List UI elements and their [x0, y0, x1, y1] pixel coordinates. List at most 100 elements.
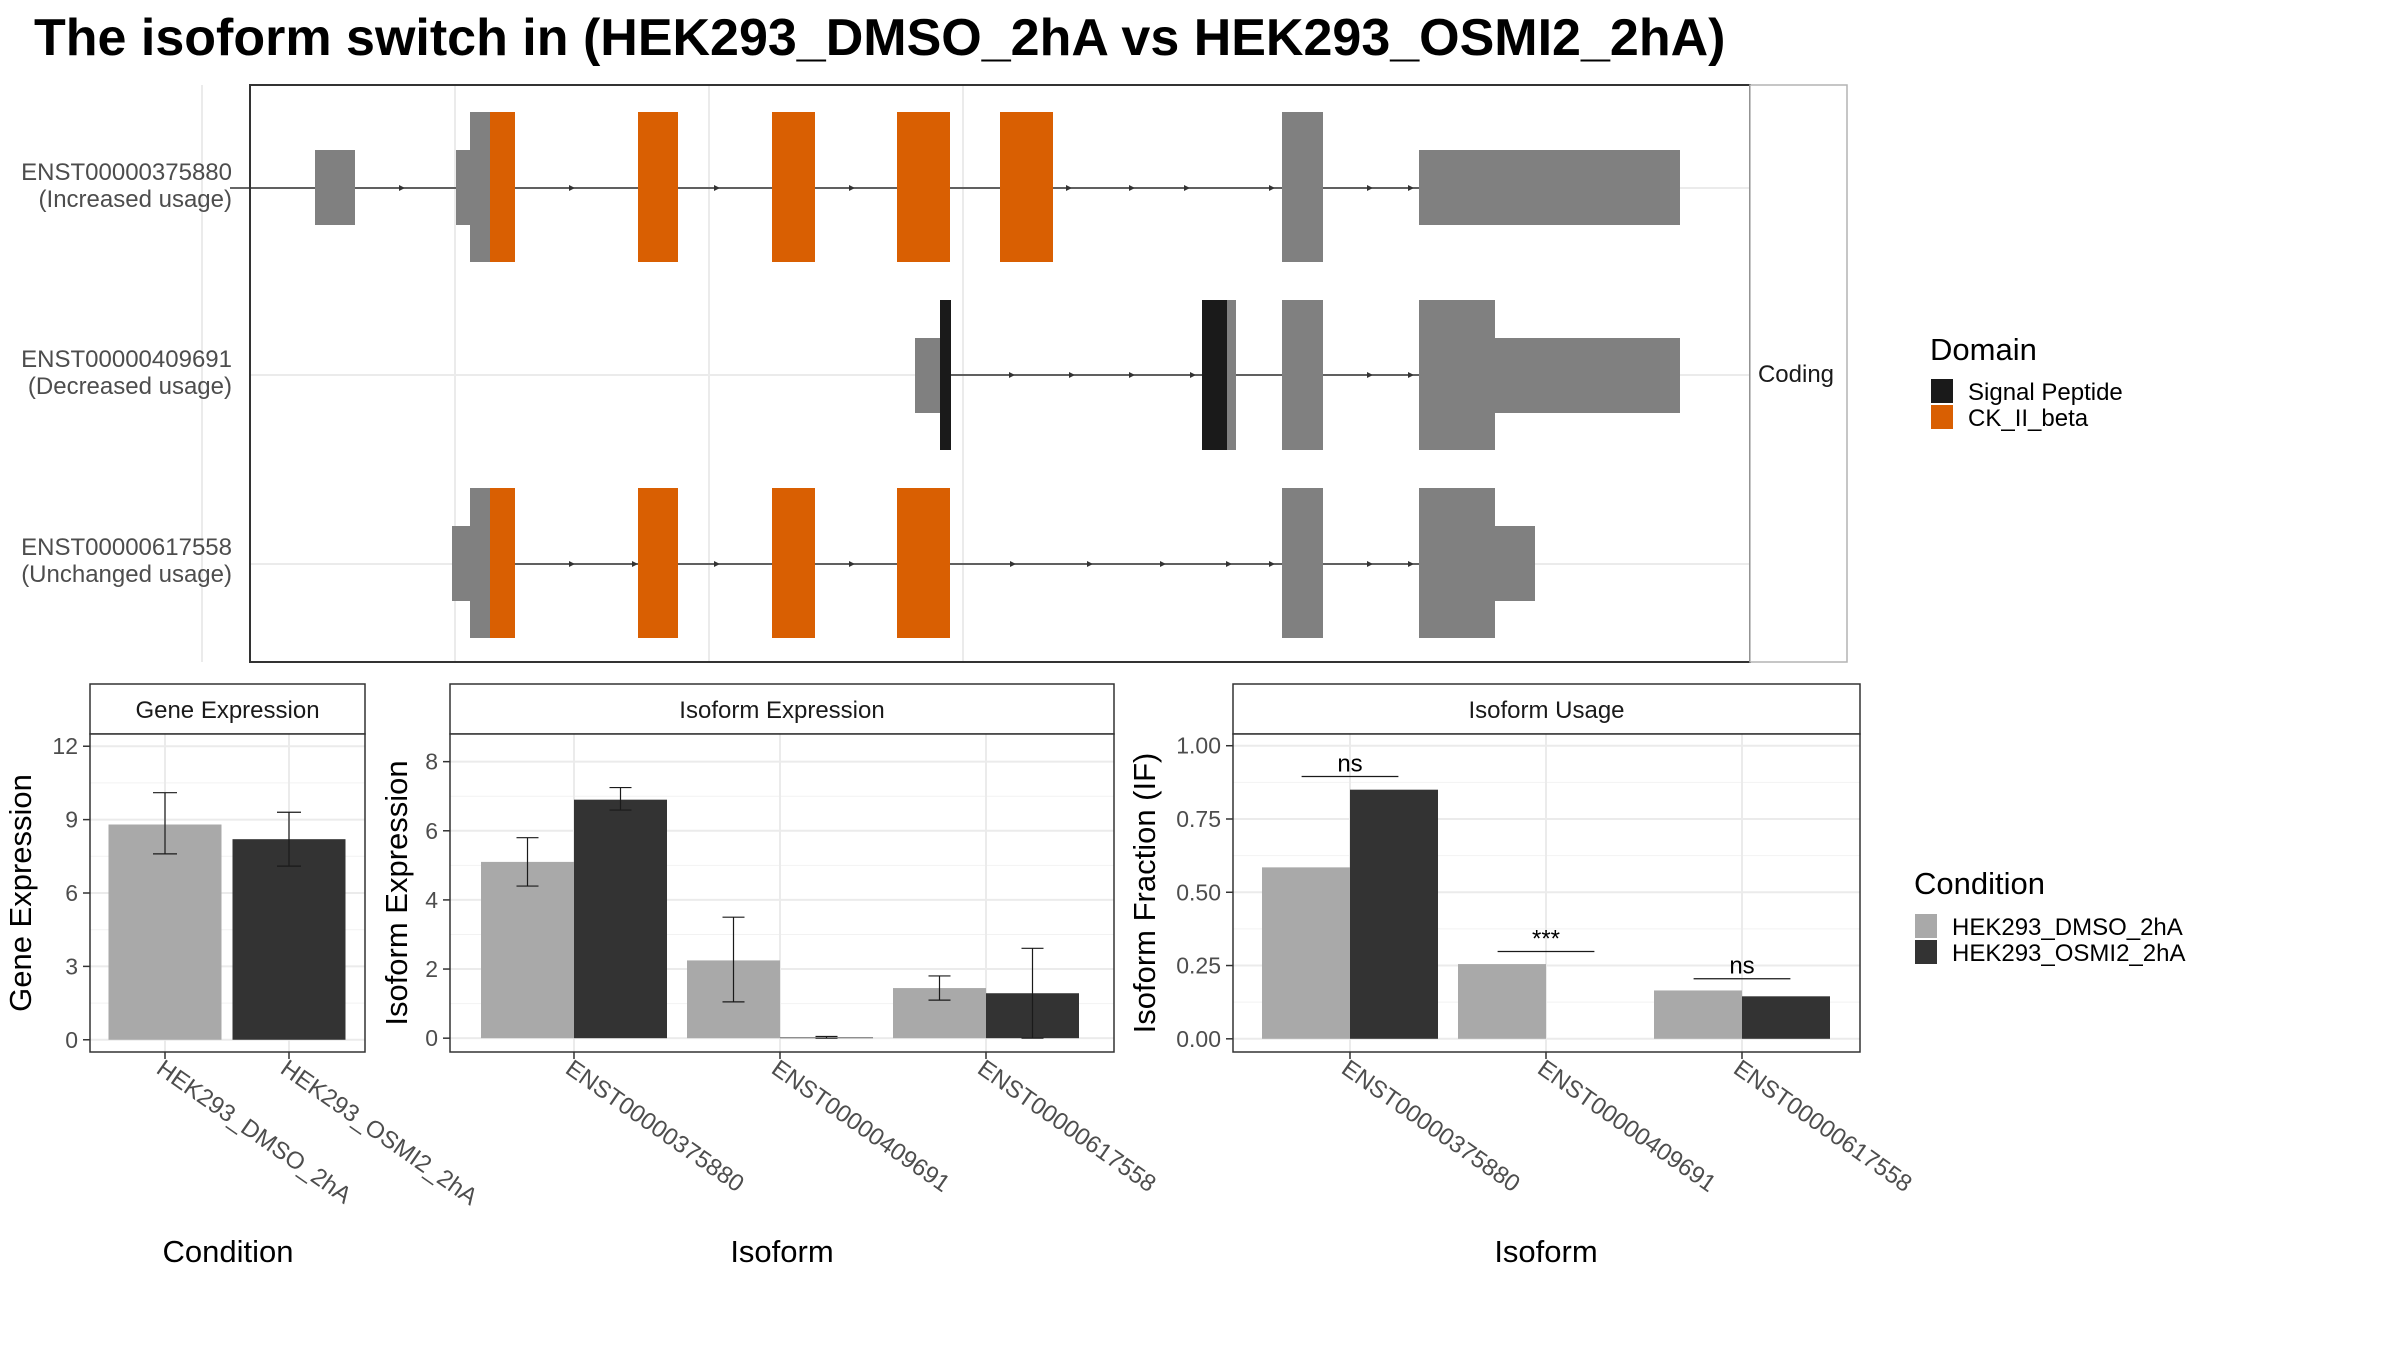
strip-title: Isoform Usage [1468, 697, 1624, 724]
y-tick-label: 2 [425, 956, 438, 982]
y-tick-label: 3 [65, 953, 78, 979]
bar [1262, 867, 1350, 1039]
ck-ii-beta-domain [638, 488, 678, 638]
y-axis-title: Isoform Fraction (IF) [1127, 753, 1162, 1034]
x-tick-label: ENST00000617558 [1729, 1055, 1917, 1198]
transcript-usage-label: (Unchanged usage) [21, 561, 232, 588]
intron-arrow [1408, 561, 1414, 567]
ck-ii-beta-domain [490, 112, 515, 262]
y-axis-title: Isoform Expression [379, 760, 414, 1025]
x-axis-ticks: ENST00000375880 ENST00000409691 ENST000006… [561, 1052, 1161, 1198]
legend-key-dmso [1915, 914, 1937, 938]
y-tick-label: 6 [65, 880, 78, 906]
x-axis-title: Isoform [1494, 1234, 1597, 1269]
strip-title: Gene Expression [135, 697, 319, 724]
intron-arrow [399, 185, 405, 191]
exon-block [315, 150, 355, 225]
bar [1350, 789, 1438, 1039]
bar [1458, 964, 1546, 1039]
intron-arrow [1190, 372, 1196, 378]
intron-arrow [1269, 185, 1275, 191]
bar [481, 861, 574, 1039]
bar [1654, 990, 1742, 1039]
x-tick-label: ENST00000617558 [973, 1055, 1161, 1198]
y-axis-ticks: 0.00 0.25 0.50 0.75 1.00 [1176, 733, 1233, 1052]
intron-arrow [1367, 372, 1373, 378]
legend-label-osmi2: HEK293_OSMI2_2hA [1952, 940, 2185, 967]
bar [232, 839, 346, 1040]
ck-ii-beta-domain [1000, 112, 1053, 262]
legend-label-dmso: HEK293_DMSO_2hA [1952, 914, 2183, 941]
intron-arrow [569, 185, 575, 191]
intron-arrow [1087, 561, 1093, 567]
x-tick-label: ENST00000409691 [767, 1055, 955, 1198]
exon-block [1282, 300, 1323, 450]
significance-label: ns [1337, 750, 1362, 777]
coding-strip-label: Coding [1758, 361, 1834, 388]
ck-ii-beta-domain [490, 488, 515, 638]
strip-background [1232, 683, 1861, 735]
y-axis-title: Gene Expression [3, 774, 38, 1012]
x-axis-title: Condition [163, 1234, 294, 1269]
bar [574, 799, 667, 1039]
structure-marks [230, 112, 1680, 638]
bars [481, 786, 1079, 1039]
x-axis-title: Isoform [730, 1234, 833, 1269]
strip-title: Isoform Expression [679, 697, 884, 724]
exon-block [1419, 488, 1495, 638]
strip-background [89, 683, 366, 735]
domain-legend-title: Domain [1930, 332, 2037, 367]
ck-ii-beta-domain [897, 488, 950, 638]
signal-peptide-domain [1202, 300, 1227, 450]
legend-key-ck-ii-beta [1931, 405, 1953, 429]
isoform-expression-chart: Isoform Expression 0 2 4 6 8 ENST00000375880… [379, 683, 1161, 1269]
isoform-usage-chart: Isoform Usage ns *** ns 0.00 0.25 0.50 0.75 1.… [1127, 683, 1917, 1269]
exon-block [1419, 300, 1495, 450]
exon-block [1495, 526, 1535, 601]
transcript-usage-label: (Increased usage) [39, 186, 232, 213]
intron-arrow [569, 561, 575, 567]
intron-arrow [714, 185, 720, 191]
transcript-label-0: ENST00000375880 (Increased usage) [21, 159, 232, 213]
y-tick-label: 0.25 [1176, 953, 1221, 979]
y-tick-label: 0.75 [1176, 806, 1221, 832]
ck-ii-beta-domain [772, 488, 815, 638]
transcript-id-label: ENST00000409691 [21, 346, 232, 373]
bar [1742, 996, 1830, 1039]
condition-legend-title: Condition [1914, 866, 2045, 901]
transcript-label-1: ENST00000409691 (Decreased usage) [21, 346, 232, 400]
y-tick-label: 4 [425, 887, 438, 913]
panel-border [449, 733, 1115, 1053]
legend-label-ck-ii-beta: CK_II_beta [1968, 405, 2089, 432]
y-tick-label: 0 [425, 1025, 438, 1051]
legend-key-osmi2 [1915, 940, 1937, 964]
exon-block [470, 488, 490, 638]
intron-arrow [1009, 372, 1015, 378]
plot-title: The isoform switch in (HEK293_DMSO_2hA v… [34, 9, 1726, 67]
exon-block [1282, 112, 1323, 262]
transcript-usage-label: (Decreased usage) [28, 373, 232, 400]
intron-arrow [1129, 185, 1135, 191]
structure-panel: Coding ENST00000375880 (Increased usage)… [21, 84, 1848, 663]
intron-arrow [1069, 372, 1075, 378]
significance-label: *** [1532, 925, 1560, 952]
ck-ii-beta-domain [897, 112, 950, 262]
transcript-id-label: ENST00000375880 [21, 159, 232, 186]
exon-block [915, 338, 940, 413]
y-tick-label: 0.00 [1176, 1026, 1221, 1052]
intron-arrow [632, 561, 638, 567]
y-tick-label: 6 [425, 818, 438, 844]
legend-label-signal-peptide: Signal Peptide [1968, 379, 2123, 406]
ck-ii-beta-domain [638, 112, 678, 262]
y-tick-label: 8 [425, 749, 438, 775]
intron-arrow [1408, 185, 1414, 191]
intron-arrow [1066, 185, 1072, 191]
bars [108, 792, 346, 1040]
intron-arrow [849, 561, 855, 567]
x-axis-ticks: ENST00000375880 ENST00000409691 ENST000006… [1337, 1052, 1917, 1198]
intron-arrow [1367, 561, 1373, 567]
transcript-id-label: ENST00000617558 [21, 534, 232, 561]
exon-block [1495, 338, 1680, 413]
intron-arrow [1184, 185, 1190, 191]
